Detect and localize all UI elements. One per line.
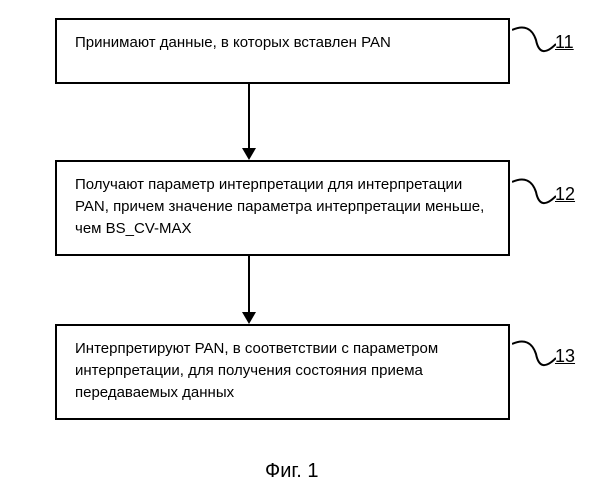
step-label-2: 12 (555, 184, 575, 205)
flow-step-2: Получают параметр интерпретации для инте… (55, 160, 510, 256)
step-label-3: 13 (555, 346, 575, 367)
arrow-1-line (248, 84, 250, 148)
flow-step-1-text: Принимают данные, в которых вставлен PAN (75, 34, 391, 51)
bracket-3 (512, 338, 556, 376)
flowchart-container: Принимают данные, в которых вставлен PAN… (0, 0, 609, 500)
arrow-2-head (242, 312, 256, 324)
bracket-1 (512, 24, 556, 62)
arrow-1-head (242, 148, 256, 160)
arrow-2-line (248, 256, 250, 312)
flow-step-1: Принимают данные, в которых вставлен PAN (55, 18, 510, 84)
flow-step-3-text: Интерпретируют PAN, в соответствии с пар… (75, 340, 438, 401)
flow-step-2-text: Получают параметр интерпретации для инте… (75, 176, 484, 237)
bracket-2 (512, 176, 556, 214)
figure-caption: Фиг. 1 (265, 460, 318, 483)
flow-step-3: Интерпретируют PAN, в соответствии с пар… (55, 324, 510, 420)
step-label-1: 11 (555, 32, 574, 53)
